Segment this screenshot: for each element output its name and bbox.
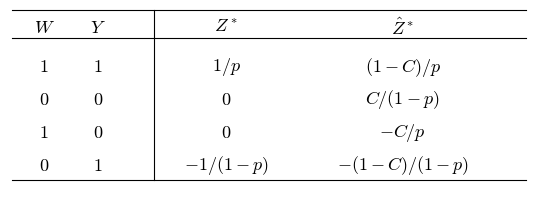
Text: $0$: $0$ — [221, 91, 231, 109]
Text: $0$: $0$ — [221, 124, 231, 142]
Text: $C/(1-p)$: $C/(1-p)$ — [365, 88, 440, 111]
Text: $1/p$: $1/p$ — [212, 56, 240, 78]
Text: $W$: $W$ — [34, 19, 55, 37]
Text: $0$: $0$ — [93, 91, 103, 109]
Text: $0$: $0$ — [39, 91, 49, 109]
Text: $-1/(1-p)$: $-1/(1-p)$ — [184, 154, 268, 177]
Text: $1$: $1$ — [39, 58, 49, 76]
Text: $-C/p$: $-C/p$ — [379, 122, 426, 144]
Text: $\hat{Z}^*$: $\hat{Z}^*$ — [392, 17, 414, 39]
Text: $-(1-C)/(1-p)$: $-(1-C)/(1-p)$ — [337, 154, 469, 177]
Text: $(1-C)/p$: $(1-C)/p$ — [365, 56, 441, 79]
Text: $Y$: $Y$ — [90, 19, 105, 37]
Text: $0$: $0$ — [39, 157, 49, 175]
Text: $0$: $0$ — [93, 124, 103, 142]
Text: $1$: $1$ — [39, 124, 49, 142]
Text: $1$: $1$ — [93, 157, 102, 175]
Text: $1$: $1$ — [93, 58, 102, 76]
Text: $Z^*$: $Z^*$ — [214, 19, 238, 37]
